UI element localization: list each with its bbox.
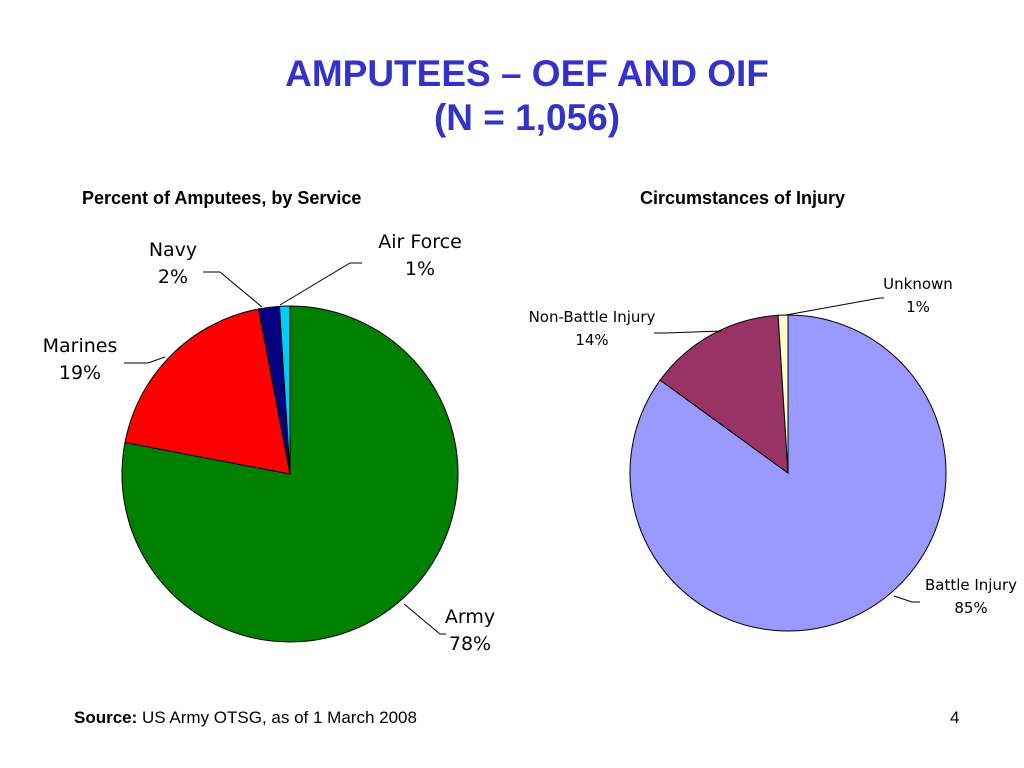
page-number: 4	[950, 708, 960, 727]
service-air-force-leader-line	[279, 262, 362, 306]
injury-chart-title: Circumstances of Injury	[640, 188, 846, 208]
service-marines-slice	[124, 308, 291, 475]
injury-unknown-name-label: Unknown	[883, 275, 953, 293]
service-army-slice	[121, 305, 459, 643]
injury-non-battle-injury-leader-line	[654, 330, 723, 334]
service-air-force-slice	[278, 305, 291, 475]
service-army-name-label: Army	[445, 606, 495, 628]
injury-pie-chart: Battle Injury 85% Non-Battle Injury 14% Unkn…	[529, 275, 1017, 632]
slide-title-line-1: AMPUTEES – OEF AND OIF	[285, 53, 769, 94]
service-army-leader-line	[403, 603, 446, 635]
injury-battle-injury-name-label: Battle Injury	[925, 576, 1017, 594]
source-text: US Army OTSG, as of 1 March 2008	[137, 708, 417, 727]
injury-non-battle-injury-percent-label: 14%	[575, 331, 608, 349]
service-marines-percent-label: 19%	[59, 362, 101, 384]
service-army-percent-label: 78%	[449, 633, 491, 655]
injury-non-battle-injury-slice	[659, 314, 789, 475]
injury-unknown-leader-line	[785, 297, 884, 316]
service-air-force-percent-label: 1%	[405, 258, 435, 280]
source-label: Source:	[74, 708, 138, 727]
service-pie-chart: Army 78% Marines 19% Navy 2% Air Force 1%	[43, 231, 496, 655]
service-navy-name-label: Navy	[149, 239, 197, 261]
injury-non-battle-injury-name-label: Non-Battle Injury	[529, 308, 656, 326]
service-marines-leader-line	[124, 356, 166, 364]
source-note: Source: US Army OTSG, as of 1 March 2008	[74, 708, 417, 728]
service-chart-title: Percent of Amputees, by Service	[82, 188, 362, 208]
injury-unknown-percent-label: 1%	[906, 298, 930, 316]
service-marines-name-label: Marines	[43, 335, 118, 357]
slide-title: AMPUTEES – OEF AND OIF (N = 1,056)	[0, 52, 1024, 140]
injury-battle-injury-percent-label: 85%	[954, 599, 987, 617]
service-air-force-name-label: Air Force	[378, 231, 462, 253]
service-navy-leader-line	[203, 271, 263, 308]
injury-battle-injury-leader-line	[893, 595, 920, 603]
slide-title-line-2: (N = 1,056)	[433, 97, 621, 138]
service-navy-percent-label: 2%	[158, 266, 188, 288]
